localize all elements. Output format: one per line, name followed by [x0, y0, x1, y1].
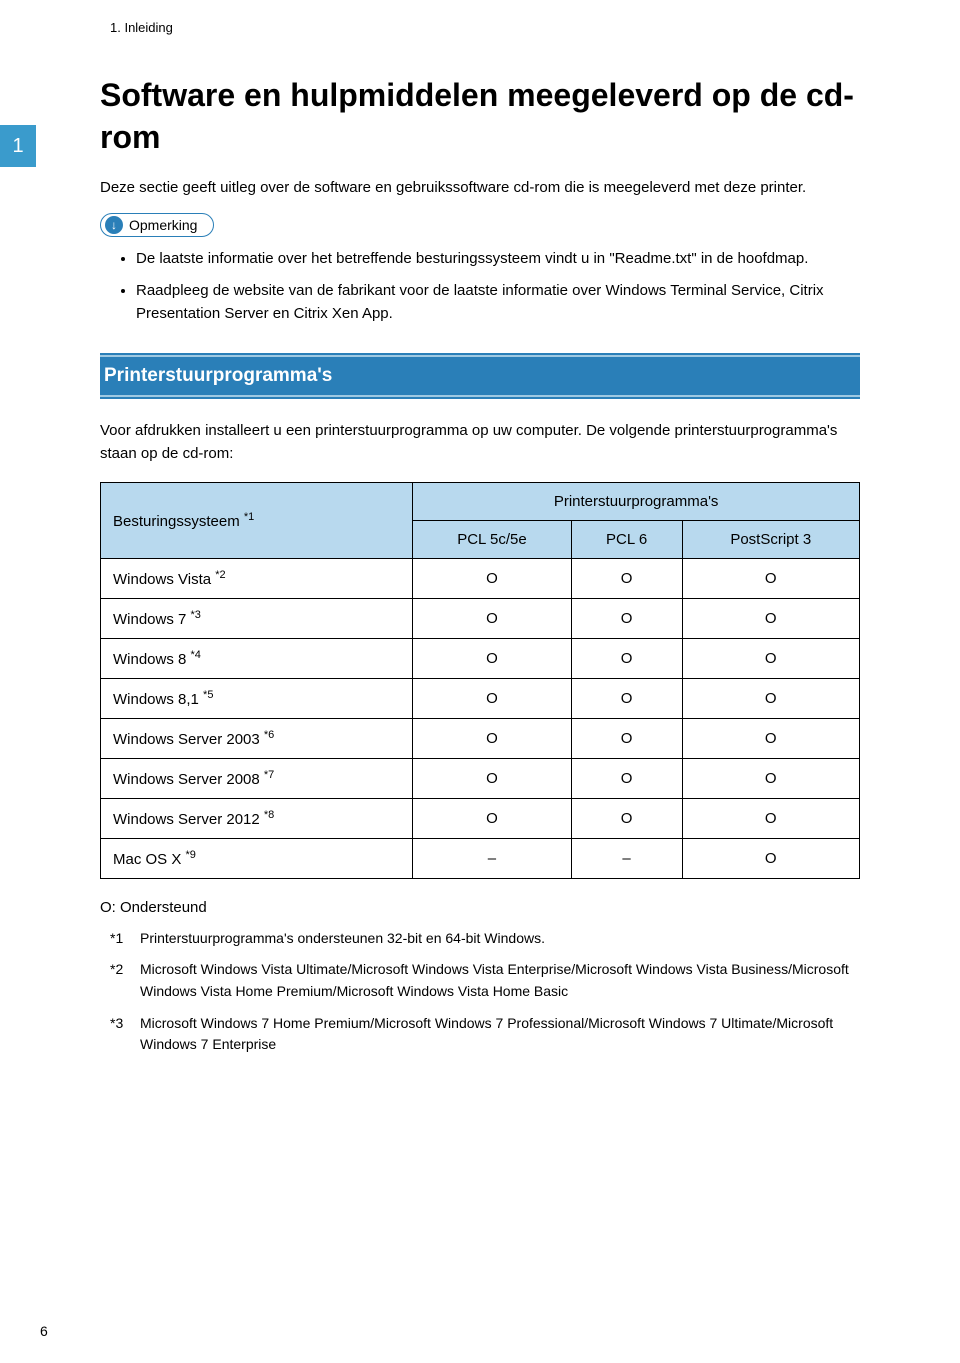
table-row: Windows Server 2003 *6OOO: [101, 718, 860, 758]
os-name: Mac OS X: [113, 851, 186, 868]
os-name: Windows 7: [113, 611, 191, 628]
support-cell: O: [413, 678, 571, 718]
footnotes: *1Printerstuurprogramma's ondersteunen 3…: [100, 928, 860, 1056]
os-name: Windows Server 2008: [113, 771, 264, 788]
support-cell: O: [571, 798, 682, 838]
table-row: Windows Vista *2OOO: [101, 558, 860, 598]
support-cell: O: [571, 758, 682, 798]
support-cell: O: [682, 598, 859, 638]
os-cell: Windows Server 2012 *8: [101, 798, 413, 838]
os-sup: *7: [264, 769, 274, 781]
os-sup: *3: [191, 609, 201, 621]
support-cell: –: [571, 838, 682, 878]
note-list: De laatste informatie over het betreffen…: [100, 247, 860, 325]
os-cell: Windows Server 2008 *7: [101, 758, 413, 798]
table-row: Windows 8,1 *5OOO: [101, 678, 860, 718]
os-cell: Windows Server 2003 *6: [101, 718, 413, 758]
os-cell: Windows 8 *4: [101, 638, 413, 678]
support-cell: O: [413, 598, 571, 638]
support-cell: O: [413, 718, 571, 758]
os-sup: *5: [203, 689, 213, 701]
page-number: 6: [40, 1323, 48, 1339]
os-cell: Windows 8,1 *5: [101, 678, 413, 718]
table-row: Windows Server 2008 *7OOO: [101, 758, 860, 798]
footnote: *2Microsoft Windows Vista Ultimate/Micro…: [110, 959, 860, 1002]
support-cell: O: [571, 678, 682, 718]
section-body: Voor afdrukken installeert u een printer…: [100, 419, 860, 466]
section-heading: Printerstuurprogramma's: [100, 355, 860, 397]
support-cell: O: [682, 718, 859, 758]
support-cell: O: [682, 678, 859, 718]
table-row: Windows 7 *3OOO: [101, 598, 860, 638]
driver-group-header: Printerstuurprogramma's: [413, 482, 860, 520]
table-row: Windows 8 *4OOO: [101, 638, 860, 678]
os-header-text: Besturingssysteem: [113, 513, 240, 530]
note-item: De laatste informatie over het betreffen…: [136, 247, 860, 270]
support-cell: O: [571, 638, 682, 678]
table-row: Windows Server 2012 *8OOO: [101, 798, 860, 838]
footnote-key: *1: [110, 928, 140, 950]
page: 1. Inleiding 1 Software en hulpmiddelen …: [0, 0, 960, 1363]
table-row: Besturingssysteem *1 Printerstuurprogram…: [101, 482, 860, 520]
support-cell: O: [682, 558, 859, 598]
note-label: ↓ Opmerking: [100, 213, 214, 237]
footnote-key: *2: [110, 959, 140, 1002]
note-item: Raadpleeg de website van de fabrikant vo…: [136, 279, 860, 326]
support-cell: O: [413, 798, 571, 838]
os-cell: Windows Vista *2: [101, 558, 413, 598]
os-name: Windows Vista: [113, 571, 215, 588]
os-name: Windows 8,1: [113, 691, 203, 708]
os-name: Windows Server 2003: [113, 731, 264, 748]
os-sup: *6: [264, 729, 274, 741]
support-cell: O: [682, 838, 859, 878]
page-title: Software en hulpmiddelen meegeleverd op …: [100, 75, 860, 158]
footnote-text: Microsoft Windows Vista Ultimate/Microso…: [140, 959, 860, 1002]
os-column-header: Besturingssysteem *1: [101, 482, 413, 558]
note-label-text: Opmerking: [129, 217, 197, 233]
intro-paragraph: Deze sectie geeft uitleg over de softwar…: [100, 176, 860, 199]
support-cell: O: [413, 638, 571, 678]
legend: O: Ondersteund: [100, 899, 860, 916]
footnote-text: Printerstuurprogramma's ondersteunen 32-…: [140, 928, 860, 950]
compatibility-table: Besturingssysteem *1 Printerstuurprogram…: [100, 482, 860, 879]
arrow-down-icon: ↓: [105, 216, 123, 234]
support-cell: O: [571, 598, 682, 638]
footnote: *1Printerstuurprogramma's ondersteunen 3…: [110, 928, 860, 950]
section-heading-text: Printerstuurprogramma's: [104, 365, 332, 386]
footnote: *3Microsoft Windows 7 Home Premium/Micro…: [110, 1013, 860, 1056]
os-header-sup: *1: [244, 511, 254, 523]
os-sup: *9: [186, 849, 196, 861]
chapter-tab: 1: [0, 125, 36, 167]
support-cell: –: [413, 838, 571, 878]
os-sup: *2: [215, 569, 225, 581]
footnote-key: *3: [110, 1013, 140, 1056]
support-cell: O: [682, 638, 859, 678]
support-cell: O: [682, 798, 859, 838]
support-cell: O: [682, 758, 859, 798]
note-box: ↓ Opmerking De laatste informatie over h…: [100, 213, 860, 325]
support-cell: O: [571, 558, 682, 598]
support-cell: O: [413, 558, 571, 598]
breadcrumb: 1. Inleiding: [110, 20, 860, 35]
column-header: PCL 6: [571, 520, 682, 558]
os-sup: *8: [264, 809, 274, 821]
support-cell: O: [571, 718, 682, 758]
support-cell: O: [413, 758, 571, 798]
table-row: Mac OS X *9––O: [101, 838, 860, 878]
os-sup: *4: [191, 649, 201, 661]
column-header: PostScript 3: [682, 520, 859, 558]
os-cell: Windows 7 *3: [101, 598, 413, 638]
os-name: Windows Server 2012: [113, 811, 264, 828]
footnote-text: Microsoft Windows 7 Home Premium/Microso…: [140, 1013, 860, 1056]
os-cell: Mac OS X *9: [101, 838, 413, 878]
column-header: PCL 5c/5e: [413, 520, 571, 558]
os-name: Windows 8: [113, 651, 191, 668]
